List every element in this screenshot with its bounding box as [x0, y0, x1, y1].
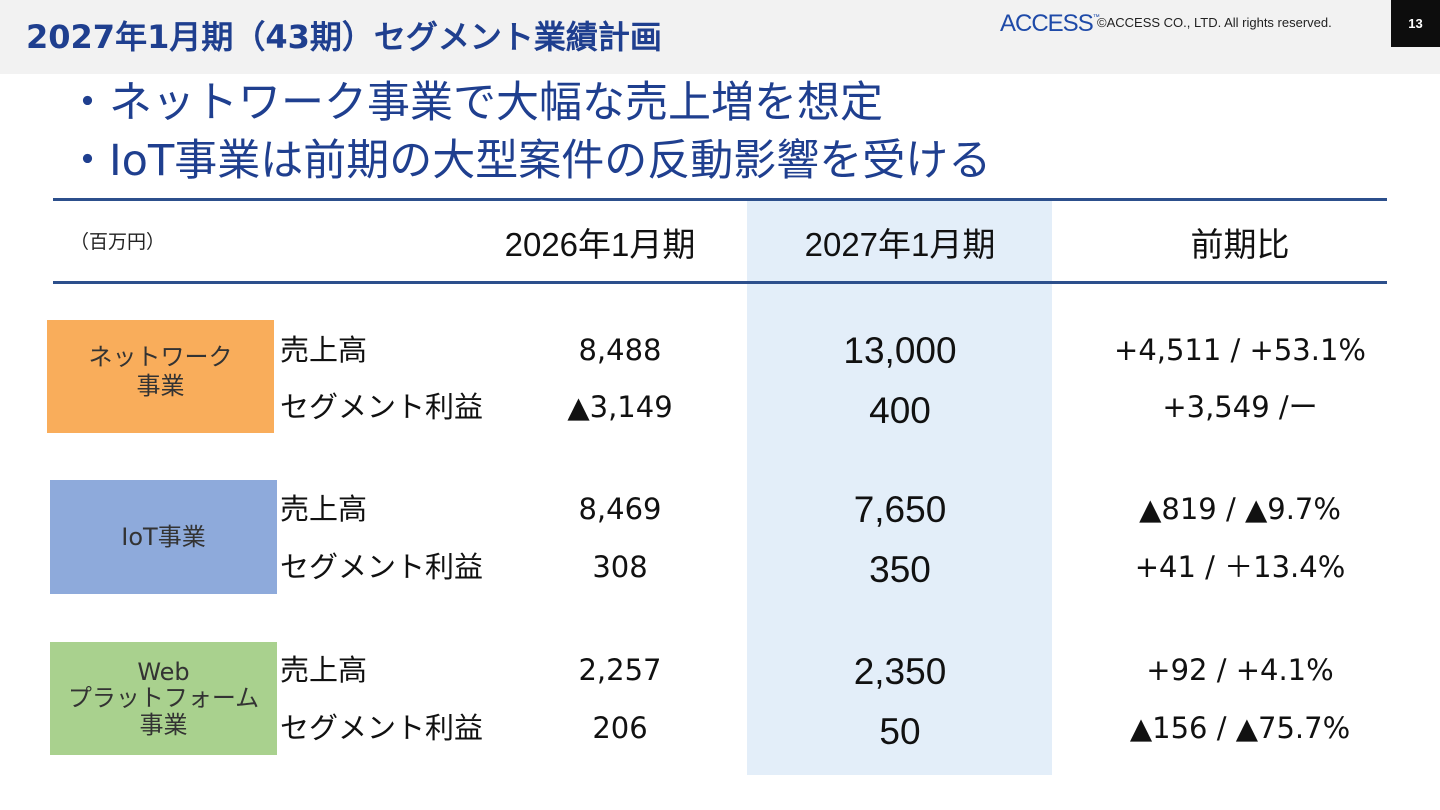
row-curr: 350: [869, 549, 931, 590]
row-prev: ▲3,149: [567, 390, 673, 424]
row-label: 売上高: [280, 492, 368, 526]
segment-network: ネットワーク 事業: [47, 320, 274, 433]
column-header-yoy: 前期比: [1190, 225, 1290, 264]
page-title: 2027年1月期（43期）セグメント業績計画: [26, 18, 662, 56]
row-yoy: ▲156 / ▲75.7%: [1129, 711, 1351, 745]
table-rule-top: [53, 198, 1387, 201]
row-yoy: +92 / +4.1%: [1146, 653, 1334, 687]
row-label: 売上高: [280, 333, 368, 367]
segment-name: ネットワーク 事業: [88, 342, 233, 400]
bullet-network: ・ネットワーク事業で大幅な売上増を想定: [66, 78, 883, 128]
row-yoy: +3,549 /ー: [1162, 390, 1318, 424]
row-curr: 50: [879, 711, 921, 752]
header-bar: [0, 0, 1440, 74]
segment-web: Web プラットフォーム 事業: [50, 642, 277, 755]
segment-name: Web プラットフォーム 事業: [67, 657, 260, 739]
access-logo: ACCESS™: [1000, 10, 1100, 38]
row-curr: 2,350: [853, 651, 947, 692]
table-rule-header: [53, 281, 1387, 284]
row-prev: 2,257: [578, 653, 662, 687]
column-header-curr: 2027年1月期: [804, 226, 996, 263]
column-header-prev: 2026年1月期: [504, 226, 696, 263]
segment-name: IoT事業: [121, 522, 206, 551]
row-prev: 8,488: [578, 333, 662, 367]
highlight-column: [747, 200, 1052, 775]
row-curr: 400: [869, 390, 931, 431]
logo-text: ACCESS: [1000, 10, 1094, 37]
row-yoy: +41 / ＋13.4%: [1134, 550, 1346, 584]
page-number: 13: [1391, 0, 1440, 47]
row-yoy: ▲819 / ▲9.7%: [1139, 492, 1341, 526]
copyright: ©ACCESS CO., LTD. All rights reserved.: [1097, 15, 1332, 30]
unit-label: （百万円）: [70, 231, 166, 253]
row-label: セグメント利益: [280, 711, 484, 745]
row-prev: 8,469: [578, 492, 662, 526]
row-curr: 13,000: [843, 330, 957, 371]
row-label: 売上高: [280, 653, 368, 687]
row-prev: 308: [592, 550, 648, 584]
row-curr: 7,650: [853, 489, 947, 530]
row-label: セグメント利益: [280, 550, 484, 584]
row-yoy: +4,511 / +53.1%: [1114, 333, 1366, 367]
logo-tm: ™: [1092, 14, 1100, 21]
bullet-iot: ・IoT事業は前期の大型案件の反動影響を受ける: [66, 136, 992, 186]
segment-iot: IoT事業: [50, 480, 277, 594]
row-prev: 206: [592, 711, 648, 745]
row-label: セグメント利益: [280, 390, 484, 424]
